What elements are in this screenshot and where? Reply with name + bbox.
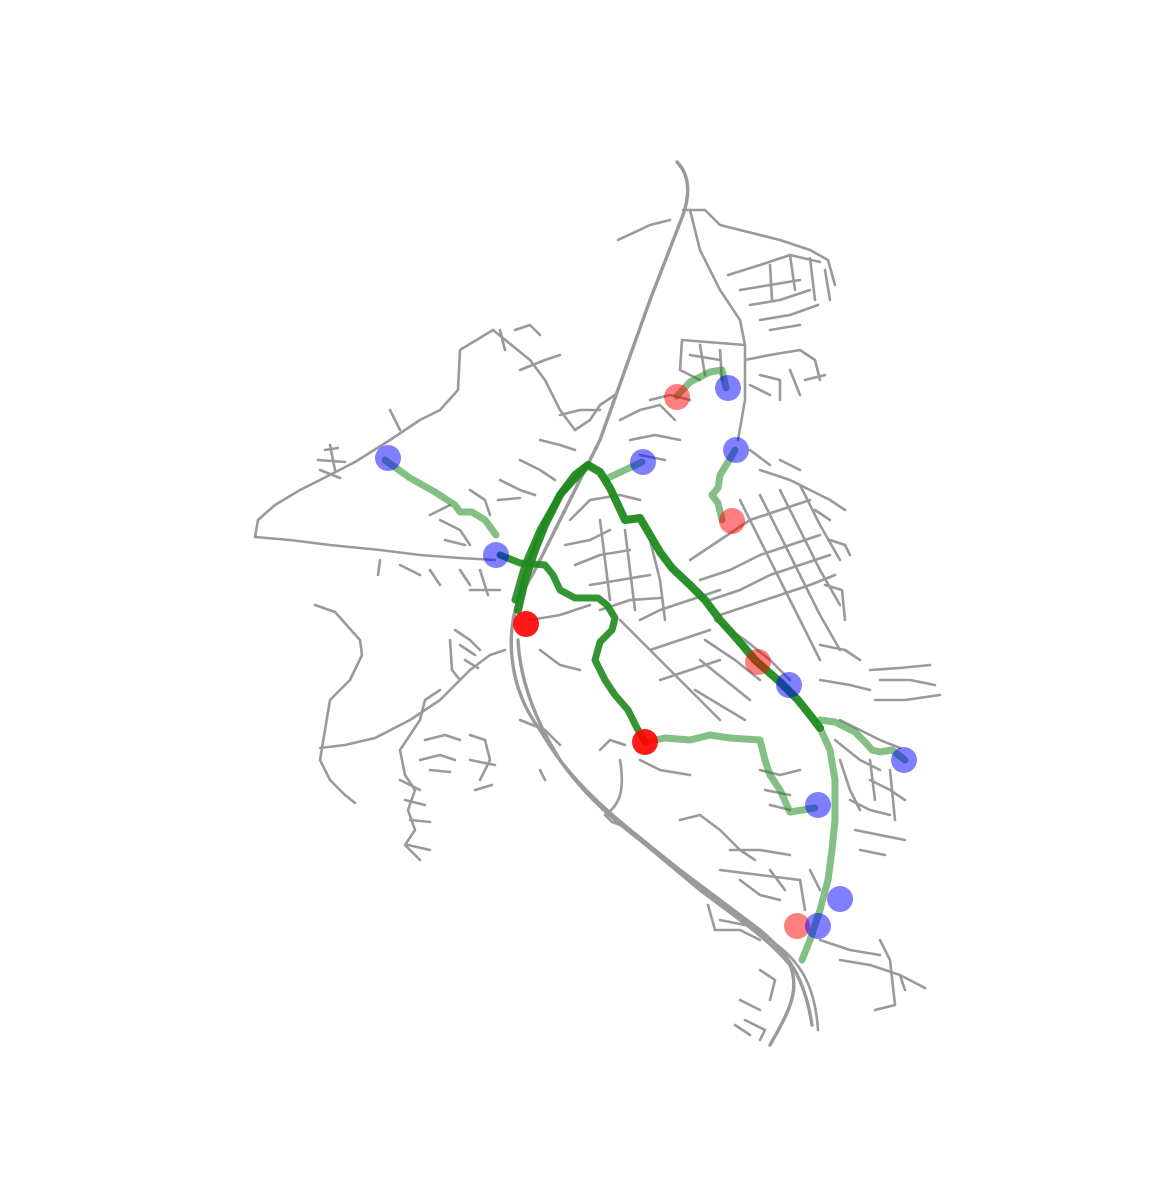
road <box>491 328 577 432</box>
road <box>313 603 364 805</box>
road <box>496 393 617 502</box>
road <box>598 518 667 622</box>
road <box>638 758 802 882</box>
road-network <box>253 160 942 1047</box>
road <box>693 618 792 722</box>
destination-node <box>483 542 509 568</box>
route-path <box>641 731 819 816</box>
road <box>428 488 492 547</box>
destination-node <box>630 449 656 475</box>
destination-node <box>827 886 853 912</box>
road <box>398 688 442 862</box>
destination-node <box>715 375 741 401</box>
road <box>448 628 482 682</box>
road <box>738 868 822 912</box>
highway-road <box>516 638 814 1027</box>
destination-node <box>805 792 831 818</box>
road <box>706 903 762 942</box>
road <box>833 718 907 812</box>
road <box>528 603 592 672</box>
destination-node <box>776 672 802 698</box>
road <box>726 253 822 332</box>
road <box>563 493 662 612</box>
road <box>818 643 942 702</box>
origin-node <box>632 729 658 755</box>
road <box>376 558 502 597</box>
road <box>678 338 747 382</box>
destination-node <box>891 747 917 773</box>
road <box>318 648 507 750</box>
route-path <box>511 461 592 604</box>
road <box>318 328 495 482</box>
route-path <box>708 446 739 524</box>
origin-node <box>513 611 539 637</box>
destination-node <box>375 445 401 471</box>
destination-node <box>723 437 749 463</box>
road <box>748 448 847 512</box>
route-path <box>496 551 649 746</box>
origin-node <box>664 384 690 410</box>
road <box>813 508 852 622</box>
origin-node <box>784 913 810 939</box>
road <box>398 733 462 852</box>
road <box>468 733 497 792</box>
road <box>688 208 747 442</box>
road <box>498 323 562 372</box>
road <box>618 393 692 462</box>
origin-node <box>719 508 745 534</box>
road <box>681 208 837 287</box>
road <box>818 938 927 1012</box>
road <box>518 718 627 782</box>
node-layer <box>375 375 917 939</box>
road <box>733 968 777 1042</box>
origin-node <box>745 649 771 675</box>
road <box>316 443 347 480</box>
route-path <box>816 716 909 764</box>
road <box>738 483 842 662</box>
route-path <box>381 456 500 539</box>
road <box>616 218 672 242</box>
highway-road <box>603 758 820 1032</box>
road <box>253 478 497 562</box>
road <box>768 253 832 302</box>
road <box>743 348 827 402</box>
road <box>388 408 402 432</box>
road <box>848 758 907 857</box>
road <box>618 588 722 722</box>
destination-node <box>805 913 831 939</box>
